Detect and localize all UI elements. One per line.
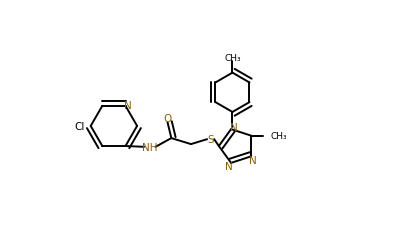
Text: N: N [230,123,238,133]
Text: N: N [124,100,131,110]
Text: S: S [207,135,214,145]
Text: CH₃: CH₃ [270,131,287,140]
Text: NH: NH [142,142,157,152]
Text: N: N [225,162,233,172]
Text: Cl: Cl [74,121,85,131]
Text: O: O [164,113,172,123]
Text: CH₃: CH₃ [224,54,241,63]
Text: N: N [249,155,257,165]
